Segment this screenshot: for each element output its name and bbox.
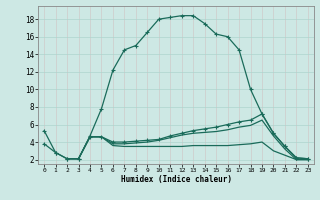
X-axis label: Humidex (Indice chaleur): Humidex (Indice chaleur) (121, 175, 231, 184)
